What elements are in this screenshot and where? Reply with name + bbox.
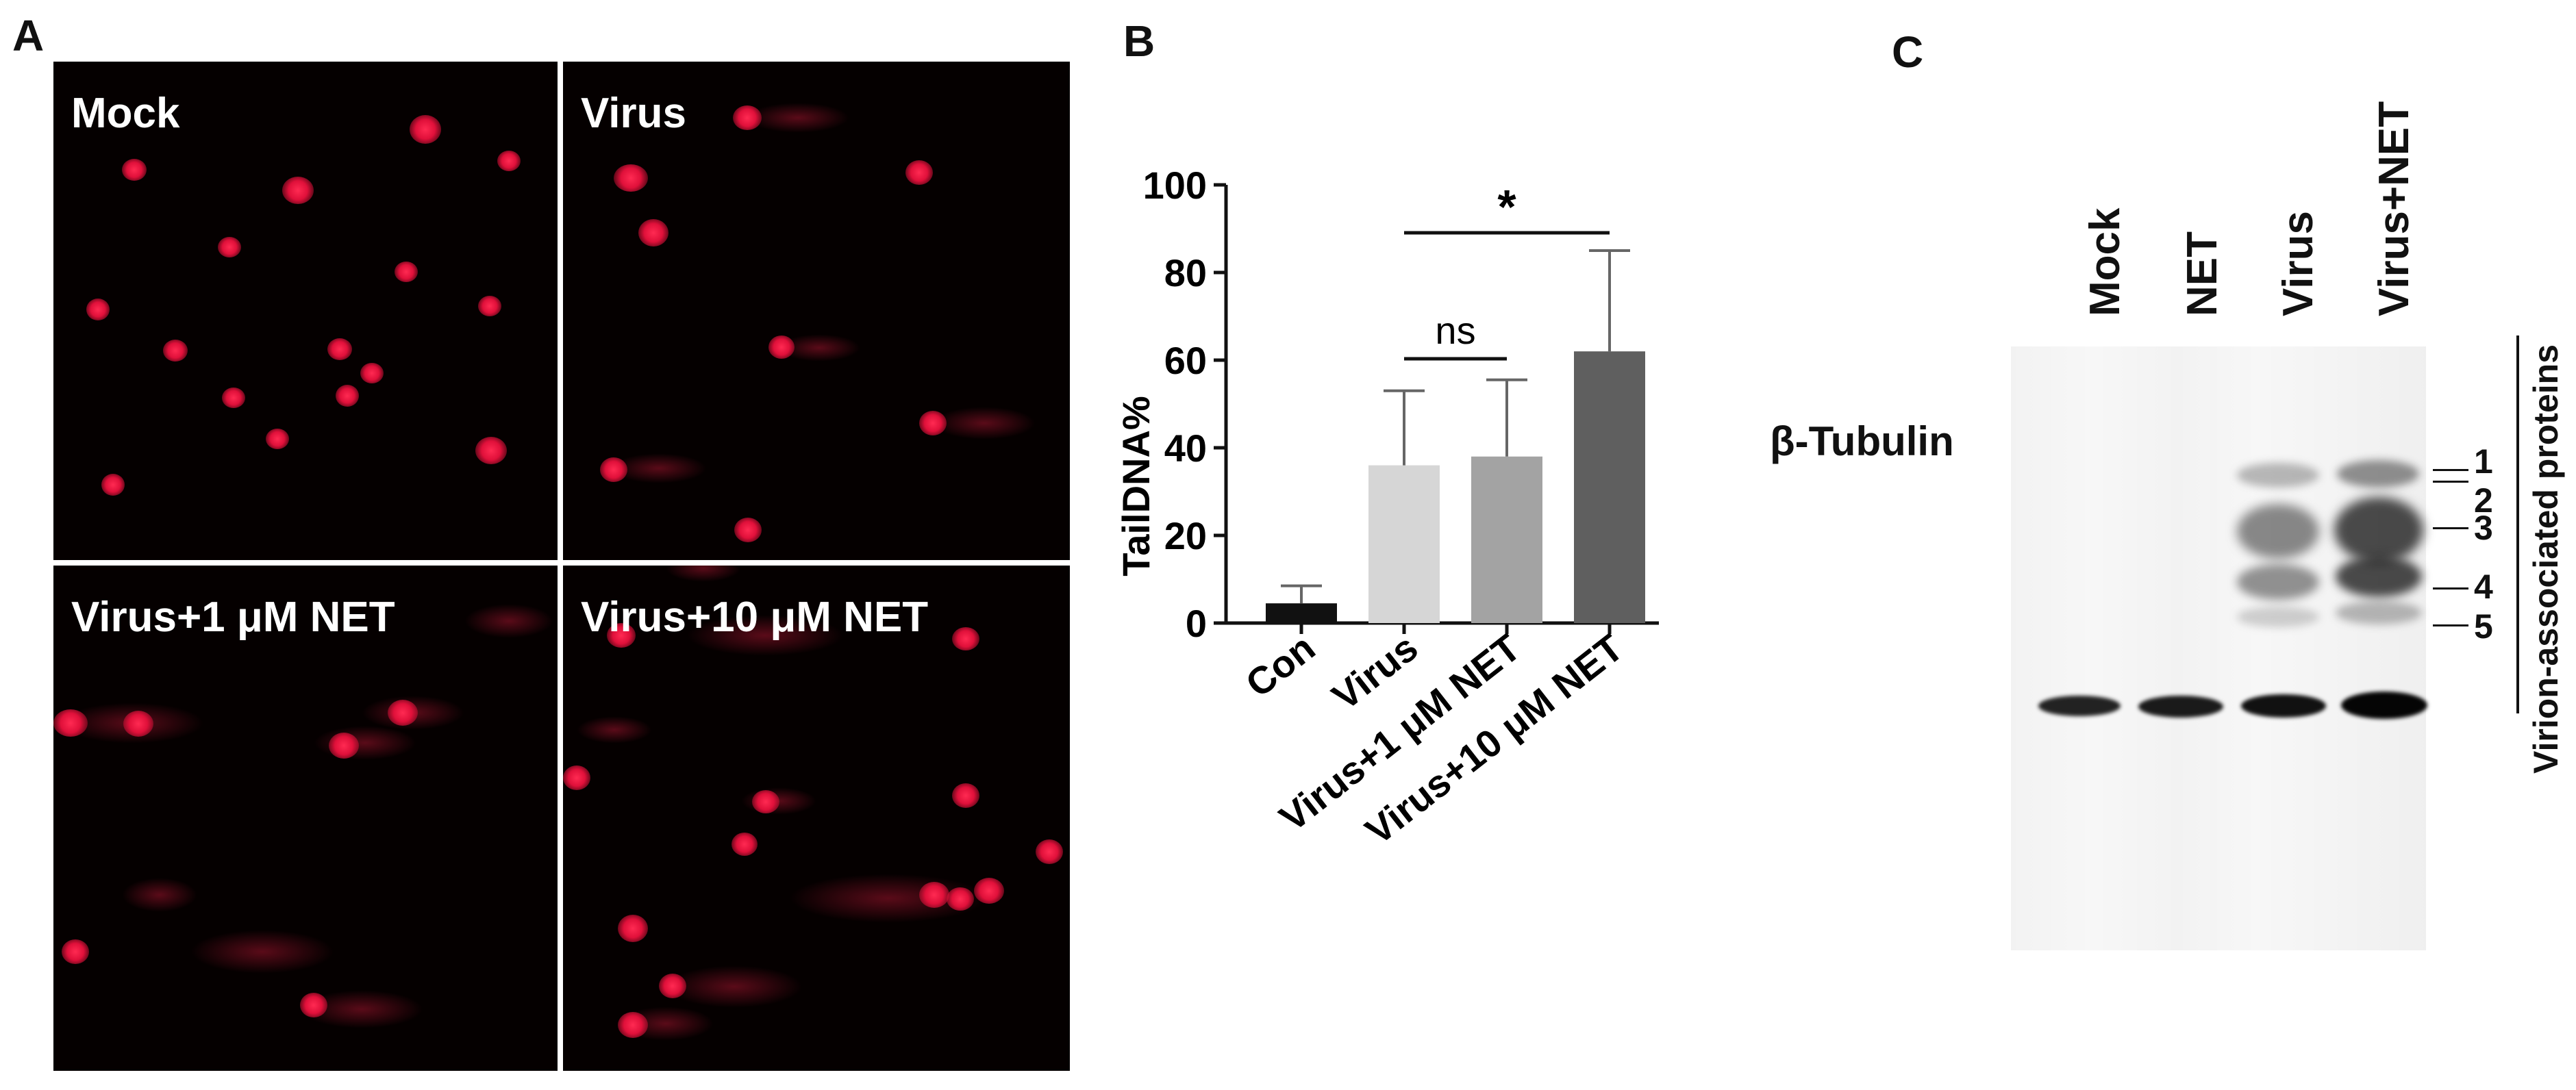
micrograph-label: Virus+1 μM NET — [71, 594, 395, 641]
y-axis: 0 20 40 60 80 100 — [1143, 164, 1659, 645]
band-number-5: 5 — [2474, 607, 2493, 646]
panel-a-letter: A — [12, 11, 45, 60]
micrograph-label: Virus+10 μM NET — [581, 594, 929, 641]
lane-label-virus-net: Virus+NET — [2371, 101, 2418, 316]
micrograph-label: Mock — [71, 90, 180, 137]
tubulin-band — [2341, 692, 2427, 719]
x-tick-label: Con — [1238, 626, 1323, 706]
y-tick-label: 80 — [1164, 251, 1207, 294]
virion-associated-label: Virion-associated proteins — [2527, 344, 2565, 774]
significance-label: ns — [1435, 309, 1475, 352]
y-tick-label: 40 — [1164, 427, 1207, 470]
significance-markers: * ns — [1404, 180, 1610, 361]
bars — [1266, 249, 1645, 634]
significance-label: * — [1497, 180, 1516, 233]
band-number-1: 1 — [2474, 442, 2493, 481]
band-number-4: 4 — [2474, 568, 2493, 606]
blot-membrane — [2011, 346, 2427, 950]
lane-label-net: NET — [2179, 231, 2226, 316]
bar — [1574, 351, 1645, 623]
virion-bracket-line — [2516, 335, 2519, 713]
y-tick-label: 100 — [1143, 164, 1207, 207]
band-number-2: 2 — [2474, 481, 2493, 520]
comet-assay-panel: Mock Virus Virus+1 μM NET — [53, 62, 1070, 1071]
y-tick-label: 0 — [1186, 602, 1207, 645]
bar — [1471, 456, 1542, 623]
micrograph-virus-10um-net: Virus+10 μM NET — [563, 566, 1070, 1071]
tubulin-band — [2138, 696, 2223, 718]
lane-label-virus: Virus — [2275, 211, 2322, 316]
panel-b-letter: B — [1123, 16, 1155, 66]
micrograph-label: Virus — [581, 90, 686, 137]
micrograph-virus: Virus — [563, 62, 1070, 560]
y-tick-label: 60 — [1164, 339, 1207, 382]
band-number-3: 3 — [2474, 509, 2493, 547]
tubulin-band — [2038, 696, 2121, 716]
lane-label-mock: Mock — [2081, 207, 2129, 316]
bar — [1368, 465, 1440, 623]
micrograph-mock: Mock — [53, 62, 558, 560]
y-tick-label: 20 — [1164, 514, 1207, 557]
micrograph-virus-1um-net: Virus+1 μM NET — [53, 566, 558, 1071]
y-axis-label: TailDNA% — [1114, 396, 1158, 576]
tubulin-band — [2241, 694, 2326, 718]
western-blot-panel: Mock NET Virus Virus+NET β-Tubulin 1 2 3… — [1770, 62, 2565, 1020]
bar — [1266, 603, 1337, 623]
beta-tubulin-label: β-Tubulin — [1770, 418, 1954, 464]
panel-c-letter: C — [1892, 27, 1924, 77]
